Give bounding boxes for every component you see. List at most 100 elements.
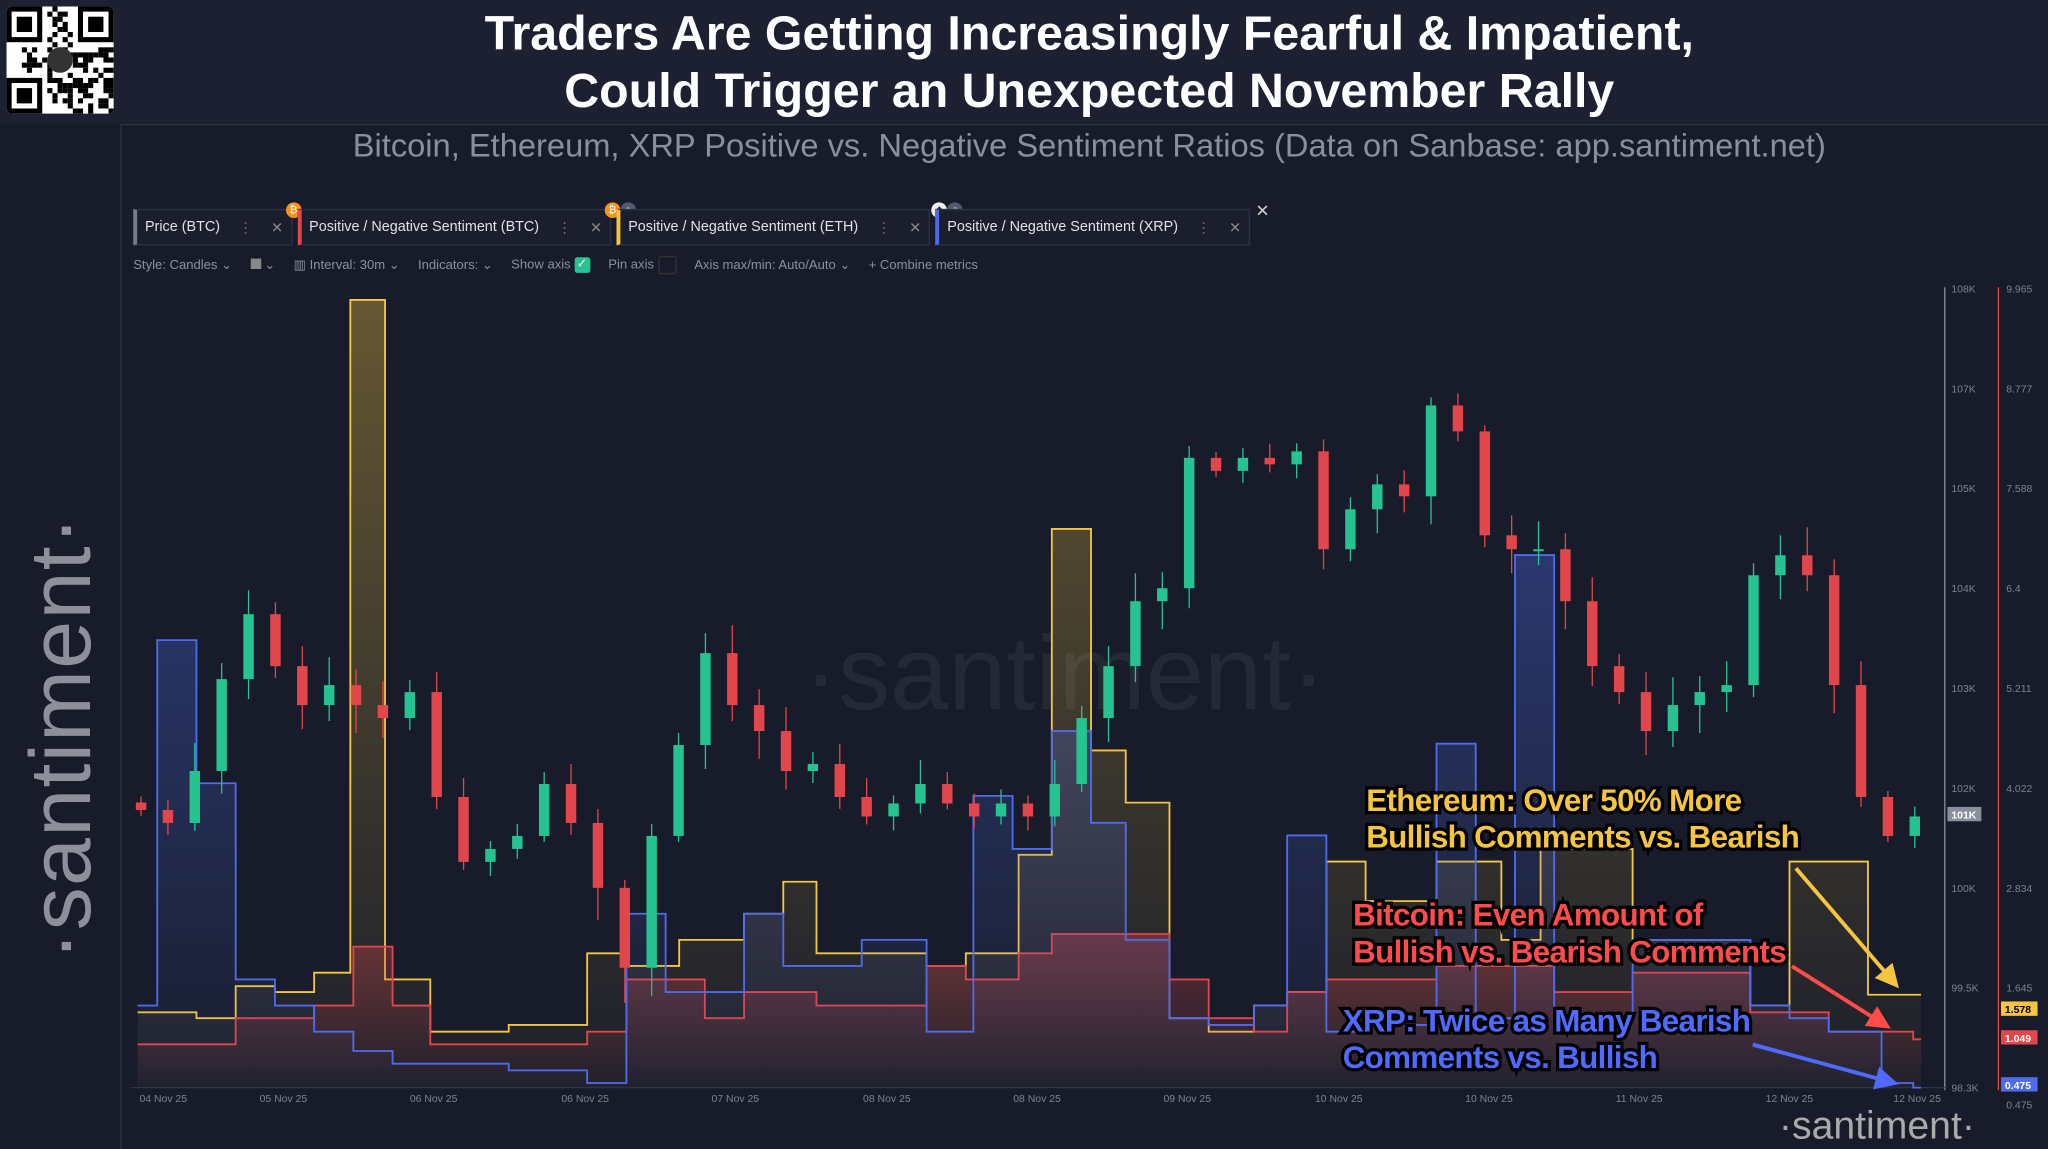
candle-body	[1130, 601, 1141, 667]
tab-label: Positive / Negative Sentiment (ETH)	[628, 219, 859, 236]
annotation-xrp: XRP: Twice as Many Bearish Comments vs. B…	[1339, 1001, 1754, 1079]
candle-body	[1882, 796, 1894, 836]
candle-body	[458, 796, 469, 862]
candle-body	[592, 822, 604, 888]
candle-body	[807, 764, 819, 772]
candle-body	[1210, 457, 1222, 471]
tab-sentiment-btc[interactable]: Positive / Negative Sentiment (BTC)⋮✕₿🔒︎	[297, 202, 637, 246]
color-dropdown[interactable]: ⌄	[250, 257, 275, 272]
price-tick-label: 108K	[1951, 284, 1975, 295]
candle-body	[646, 835, 657, 968]
style-dropdown[interactable]: Style: Candles ⌄	[133, 257, 233, 273]
candle-body	[861, 796, 872, 817]
candle-body	[485, 848, 496, 862]
close-all-icon[interactable]: ✕	[1255, 201, 1270, 221]
candle-body	[538, 783, 550, 836]
close-icon[interactable]: ✕	[590, 220, 603, 236]
price-tick-label: 100K	[1951, 884, 1975, 895]
candle-body	[1775, 555, 1786, 576]
x-tick-label: 05 Nov 25	[260, 1094, 308, 1105]
candle-body	[431, 692, 442, 797]
checkbox-checked-icon[interactable]: ✓	[574, 257, 590, 273]
indicators-dropdown[interactable]: Indicators: ⌄	[418, 257, 493, 273]
candle-body	[753, 705, 765, 732]
candle-body	[162, 809, 174, 823]
sentiment-tick-label: 9.965	[2006, 284, 2032, 295]
combine-metrics-button[interactable]: + Combine metrics	[869, 258, 978, 272]
candle-body	[1103, 666, 1114, 719]
candle-body	[888, 803, 899, 817]
annotation-line: Bullish Comments vs. Bearish	[1363, 817, 1803, 859]
sentiment-tick-label: 6.4	[2006, 584, 2021, 595]
price-tick-label: 102K	[1951, 784, 1975, 795]
annotation-btc: Bitcoin: Even Amount of Bullish vs. Beari…	[1350, 895, 1790, 973]
candle-body	[1855, 685, 1867, 797]
close-icon[interactable]: ✕	[909, 220, 922, 236]
arrow-btc	[1790, 964, 1891, 1029]
candle-body	[673, 745, 684, 836]
header: Traders Are Getting Increasingly Fearful…	[0, 0, 2048, 126]
candle-body	[1049, 783, 1061, 817]
checkbox-icon[interactable]	[657, 255, 676, 275]
candle-body	[1640, 692, 1652, 732]
sentiment-tick-label: 1.645	[2006, 984, 2032, 995]
candle-body	[700, 653, 711, 746]
x-tick-label: 10 Nov 25	[1465, 1094, 1513, 1105]
candle-body	[727, 653, 738, 706]
candle-body	[1372, 484, 1383, 510]
more-icon[interactable]: ⋮	[1196, 220, 1211, 236]
candle-body	[1452, 405, 1464, 432]
candle-body	[1183, 457, 1195, 589]
page-title: Traders Are Getting Increasingly Fearful…	[131, 5, 2048, 120]
title-line-2: Could Trigger an Unexpected November Ral…	[564, 63, 1615, 118]
candle-body	[1667, 705, 1679, 732]
x-tick-label: 10 Nov 25	[1315, 1094, 1363, 1105]
arrow-xrp	[1752, 1042, 1899, 1090]
current-price-label: 101K	[1951, 811, 1976, 822]
candle-body	[565, 783, 577, 823]
interval-dropdown[interactable]: ▥ Interval: 30m ⌄	[293, 257, 400, 273]
show-axis-toggle[interactable]: Show axis ✓	[511, 257, 590, 273]
close-icon[interactable]: ✕	[270, 220, 283, 236]
price-tick-label: 98.3K	[1951, 1084, 1978, 1095]
annotation-eth: Ethereum: Over 50% More Bullish Comments …	[1363, 780, 1803, 859]
sentiment-last-label: 1.578	[2005, 1005, 2031, 1016]
candle-body	[1828, 575, 1840, 686]
pin-axis-label: Pin axis	[608, 258, 655, 273]
x-tick-label: 08 Nov 25	[863, 1094, 911, 1105]
candle-body	[135, 802, 147, 810]
candle-body	[512, 835, 523, 849]
price-tick-label: 107K	[1951, 384, 1975, 395]
axis-minmax-dropdown[interactable]: Axis max/min: Auto/Auto ⌄	[694, 257, 851, 273]
x-tick-label: 12 Nov 25	[1766, 1094, 1814, 1105]
more-icon[interactable]: ⋮	[557, 220, 572, 236]
candle-body	[780, 731, 792, 772]
candle-body	[915, 783, 926, 804]
annotation-line: Ethereum: Over 50% More	[1363, 780, 1745, 822]
more-icon[interactable]: ⋮	[876, 220, 891, 236]
candle-body	[1318, 451, 1329, 550]
candle-body	[1157, 588, 1168, 602]
title-line-1: Traders Are Getting Increasingly Fearful…	[484, 6, 1694, 61]
price-tick-label: 104K	[1951, 584, 1975, 595]
close-icon[interactable]: ✕	[1228, 220, 1242, 236]
tab-sentiment-xrp[interactable]: Positive / Negative Sentiment (XRP) ⋮ ✕	[935, 208, 1251, 246]
price-tick-label: 103K	[1951, 684, 1975, 695]
sentiment-last-label: 1.049	[2005, 1034, 2031, 1045]
tab-price-btc[interactable]: Price (BTC) ⋮ ✕ ₿	[133, 202, 302, 246]
candle-body	[834, 764, 846, 797]
pin-axis-toggle[interactable]: Pin axis	[608, 255, 676, 275]
candle-body	[968, 803, 980, 817]
x-tick-label: 04 Nov 25	[139, 1094, 187, 1105]
tab-label: Price (BTC)	[144, 219, 221, 236]
candle-body	[243, 614, 254, 680]
candle-body	[1533, 549, 1544, 552]
candle-body	[1022, 803, 1034, 817]
tab-sentiment-eth[interactable]: Positive / Negative Sentiment (ETH)⋮✕◆🔒︎	[616, 202, 963, 246]
combine-label: Combine metrics	[879, 257, 978, 273]
more-icon[interactable]: ⋮	[238, 220, 253, 236]
candle-body	[1613, 666, 1625, 693]
candle-body	[1909, 816, 1920, 836]
sentiment-tick-label: 5.211	[2006, 684, 2032, 695]
